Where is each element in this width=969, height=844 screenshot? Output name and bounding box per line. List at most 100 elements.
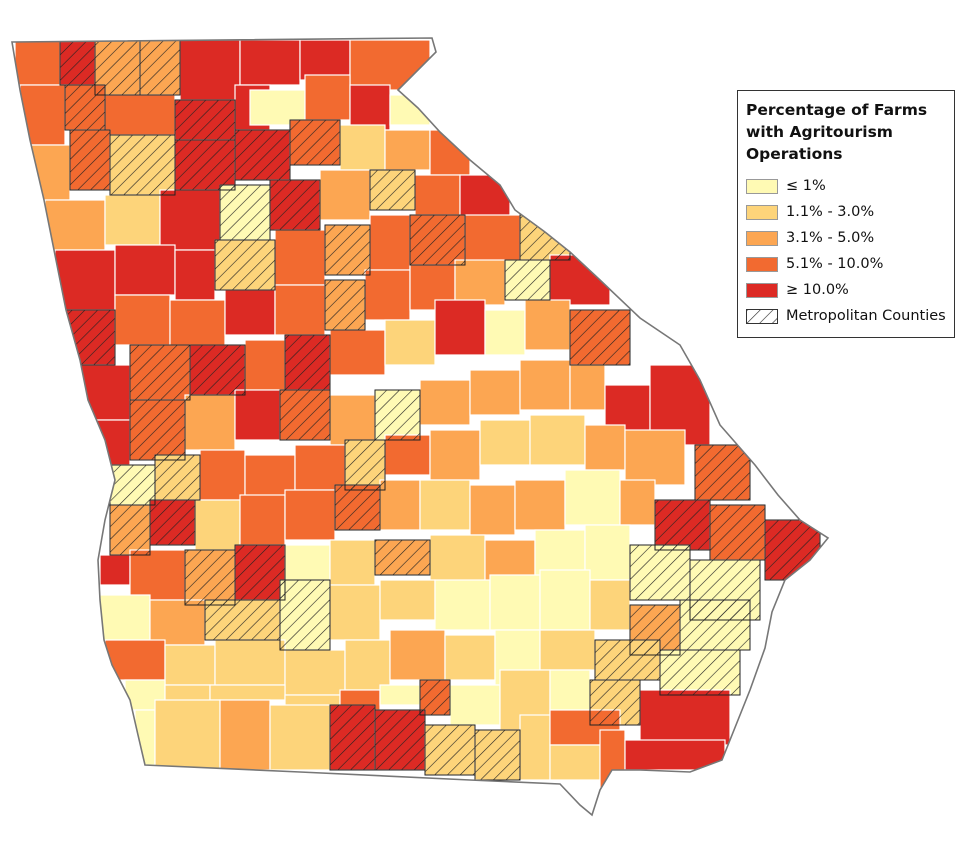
county	[489, 574, 541, 631]
county	[274, 284, 326, 336]
county	[329, 329, 386, 376]
metro-county-hatch	[59, 39, 96, 86]
legend-label: 5.1% - 10.0%	[786, 256, 884, 272]
legend-item-3to5: 3.1% - 5.0%	[746, 225, 946, 251]
county	[159, 189, 221, 251]
county	[539, 629, 596, 671]
county	[99, 594, 151, 641]
county	[339, 124, 386, 171]
metro-county-hatch	[374, 389, 421, 441]
county	[549, 744, 601, 781]
metro-county-hatch	[504, 259, 551, 301]
county	[29, 144, 71, 201]
county	[209, 684, 286, 701]
county	[519, 714, 551, 781]
county	[349, 84, 391, 131]
legend-item-1to3: 1.1% - 3.0%	[746, 199, 946, 225]
county	[429, 429, 481, 481]
county	[44, 199, 106, 251]
metro-county-hatch	[279, 579, 331, 651]
county	[299, 39, 351, 81]
metro-county-hatch	[189, 344, 246, 396]
metro-county-hatch	[594, 639, 661, 681]
county	[284, 489, 336, 541]
metro-county-hatch	[694, 444, 751, 501]
metro-county-hatch	[219, 184, 271, 241]
county	[154, 699, 221, 771]
county	[419, 479, 471, 531]
county	[219, 699, 271, 771]
county	[584, 524, 631, 581]
county	[114, 244, 176, 296]
county	[379, 479, 421, 531]
metro-county-hatch	[184, 549, 236, 606]
metro-county-hatch	[409, 214, 466, 266]
county	[304, 74, 351, 121]
county	[129, 549, 186, 601]
legend-swatch	[746, 256, 778, 272]
county	[369, 214, 411, 271]
county	[344, 639, 391, 691]
metro-county-hatch	[654, 499, 711, 551]
county	[244, 339, 286, 391]
metro-county-hatch	[269, 179, 321, 231]
county	[569, 364, 606, 411]
metro-county-hatch	[64, 84, 106, 131]
county	[434, 579, 491, 631]
county	[349, 39, 431, 91]
county	[599, 729, 626, 815]
county	[54, 249, 116, 311]
metro-county-hatch	[709, 504, 766, 561]
county	[619, 479, 656, 526]
county	[469, 369, 521, 416]
county	[564, 469, 621, 526]
county	[104, 639, 166, 681]
legend-label: ≤ 1%	[786, 178, 826, 194]
legend-swatch	[746, 230, 778, 246]
county	[429, 534, 486, 586]
county	[234, 389, 281, 441]
metro-county-hatch	[139, 39, 181, 96]
legend-item-le1: ≤ 1%	[746, 173, 946, 199]
county	[214, 639, 286, 686]
county	[484, 309, 526, 356]
county	[249, 89, 306, 126]
metro-county-hatch	[234, 544, 286, 601]
county	[169, 299, 226, 351]
metro-county-hatch	[289, 119, 341, 166]
county	[459, 174, 511, 221]
county	[239, 39, 301, 86]
county	[269, 704, 331, 771]
metro-county-hatch	[129, 399, 186, 461]
county	[379, 684, 421, 706]
metro-county-hatch	[419, 679, 451, 716]
county	[389, 629, 446, 681]
map-legend: Percentage of Farms with Agritourism Ope…	[737, 90, 955, 338]
county	[389, 94, 431, 126]
county	[224, 289, 276, 336]
county	[624, 739, 726, 771]
county	[329, 394, 376, 446]
county	[104, 94, 176, 136]
metro-county-hatch	[279, 389, 331, 441]
metro-county-hatch	[284, 334, 331, 391]
county	[584, 424, 626, 471]
county	[199, 449, 246, 501]
county	[329, 539, 376, 586]
metro-county-hatch	[64, 309, 116, 366]
county	[239, 494, 286, 546]
county	[164, 644, 216, 686]
legend-label: 3.1% - 5.0%	[786, 230, 875, 246]
metro-county-hatch	[424, 724, 476, 776]
legend-item-5to10: 5.1% - 10.0%	[746, 251, 946, 277]
county	[294, 444, 346, 491]
county	[364, 269, 411, 321]
metro-county-hatch	[214, 239, 276, 291]
county	[329, 584, 381, 641]
legend-item-metro: Metropolitan Counties	[746, 303, 946, 329]
metro-county-hatch	[519, 214, 571, 261]
metro-county-hatch	[764, 519, 821, 581]
county	[444, 634, 496, 681]
county	[639, 689, 731, 746]
